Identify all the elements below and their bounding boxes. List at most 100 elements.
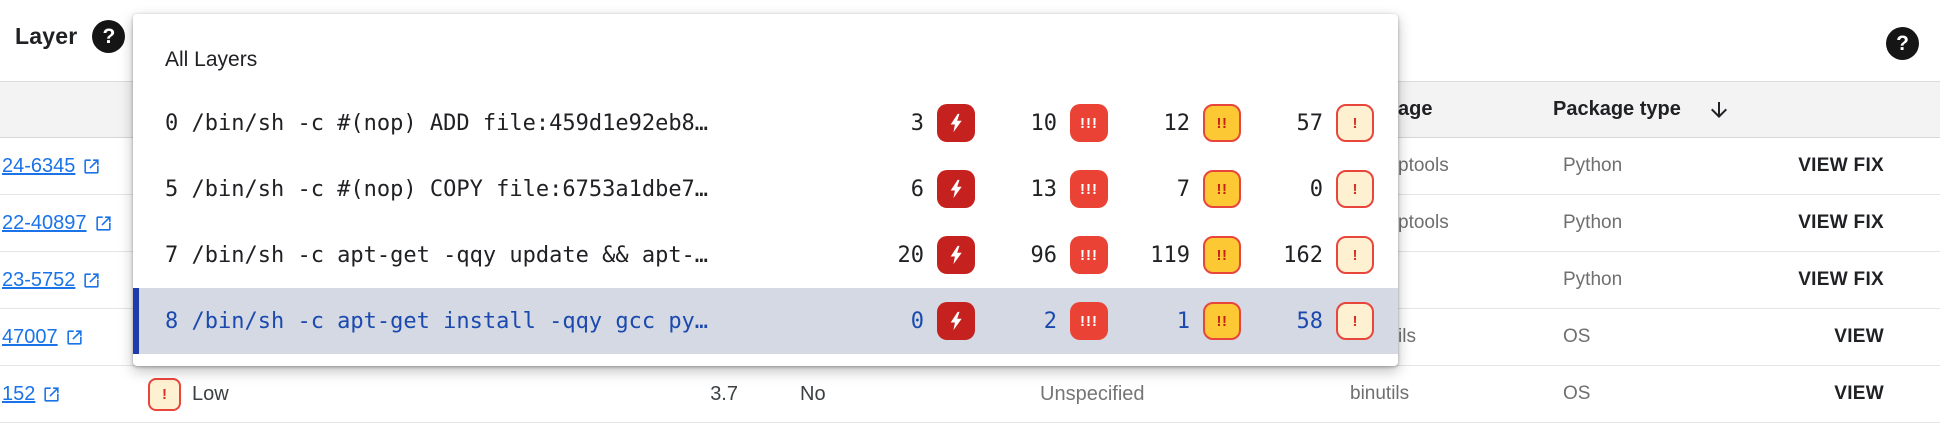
critical-count-group: 20	[862, 236, 975, 274]
low-severity-icon: !	[1336, 104, 1374, 142]
external-link-icon	[67, 329, 82, 345]
view-fix-button[interactable]: VIEW FIX	[1798, 212, 1884, 233]
layer-column-header: Layer ?	[15, 20, 126, 53]
external-link-icon	[84, 272, 100, 288]
cve-link[interactable]: 22-40897	[2, 195, 113, 251]
critical-count-group: 6	[862, 170, 975, 208]
severity-label: Low	[192, 382, 229, 405]
view-fix-button[interactable]: VIEW FIX	[1798, 155, 1884, 176]
layer-label: Layer	[15, 23, 78, 49]
critical-count: 20	[897, 242, 925, 268]
high-severity-icon: !!!	[1070, 170, 1108, 208]
external-link-icon	[84, 158, 100, 174]
high-count: 13	[1030, 176, 1058, 202]
package-column-header[interactable]: age	[1398, 98, 1433, 120]
layer-dropdown-menu: All Layers 0 /bin/sh -c #(nop) ADD file:…	[133, 14, 1398, 366]
high-count-group: 10 !!!	[995, 104, 1108, 142]
cve-link-label: 47007	[2, 325, 58, 348]
critical-count-group: 0	[862, 302, 975, 340]
medium-severity-icon: !!	[1203, 170, 1241, 208]
sort-down-icon[interactable]	[1707, 98, 1731, 122]
medium-count: 7	[1176, 176, 1190, 202]
low-count-group: 0 !	[1261, 170, 1374, 208]
package-type-cell: Python	[1563, 269, 1623, 290]
low-count: 58	[1296, 308, 1324, 334]
low-severity-icon: !	[1336, 236, 1374, 274]
package-type-cell: OS	[1563, 383, 1591, 404]
layer-option-2[interactable]: 7 /bin/sh -c apt-get -qqy update && apt-…	[133, 222, 1398, 288]
medium-count-group: 1 !!	[1128, 302, 1241, 340]
medium-severity-icon: !!	[1203, 302, 1241, 340]
layer-option-0[interactable]: 0 /bin/sh -c #(nop) ADD file:459d1e92eb8…	[133, 90, 1398, 156]
package-cell: binutils	[1350, 383, 1410, 404]
critical-count: 0	[910, 308, 924, 334]
layer-command: 8 /bin/sh -c apt-get install -qqy gcc py…	[165, 308, 709, 334]
medium-severity-icon: !!	[1203, 236, 1241, 274]
view-button[interactable]: VIEW	[1834, 383, 1884, 404]
high-severity-icon: !!!	[1070, 236, 1108, 274]
package-type-cell: Python	[1563, 212, 1623, 233]
low-severity-icon: !	[1336, 170, 1374, 208]
medium-count: 119	[1150, 242, 1190, 268]
low-count-group: 57 !	[1261, 104, 1374, 142]
table-row: 152 ! Low 3.7 No Unspecified binutils OS…	[0, 366, 1940, 423]
package-cell: ptools	[1398, 155, 1449, 176]
medium-count-group: 7 !!	[1128, 170, 1241, 208]
medium-count: 12	[1163, 110, 1191, 136]
high-count-group: 2 !!!	[995, 302, 1108, 340]
medium-count-group: 12 !!	[1128, 104, 1241, 142]
cve-link[interactable]: 47007	[2, 309, 84, 365]
external-link-icon	[95, 215, 111, 231]
layer-option-3-selected[interactable]: 8 /bin/sh -c apt-get install -qqy gcc py…	[133, 288, 1398, 354]
cve-link-label: 152	[2, 382, 36, 405]
cvss-score-cell: 3.7	[710, 382, 738, 405]
cve-link-label: 22-40897	[2, 211, 87, 234]
cve-link[interactable]: 24-6345	[2, 138, 101, 194]
low-count-group: 58 !	[1261, 302, 1374, 340]
all-layers-option[interactable]: All Layers	[165, 48, 258, 71]
package-type-cell: OS	[1563, 326, 1591, 347]
package-type-column-header[interactable]: Package type	[1553, 82, 1731, 137]
help-icon-right[interactable]: ?	[1886, 27, 1919, 60]
layer-command: 0 /bin/sh -c #(nop) ADD file:459d1e92eb8…	[165, 110, 709, 136]
medium-count-group: 119 !!	[1128, 236, 1241, 274]
low-count-group: 162 !	[1261, 236, 1374, 274]
severity-cell: ! Low	[148, 366, 229, 422]
cve-link[interactable]: 152	[2, 366, 61, 422]
medium-severity-icon: !!	[1203, 104, 1241, 142]
low-count: 57	[1296, 110, 1324, 136]
medium-count: 1	[1176, 308, 1190, 334]
package-type-cell: Python	[1563, 155, 1623, 176]
low-severity-icon: !	[148, 377, 181, 411]
cve-link-label: 24-6345	[2, 154, 76, 177]
external-link-icon	[44, 386, 59, 402]
package-cell: ils	[1398, 326, 1416, 347]
critical-count: 6	[910, 176, 924, 202]
view-button[interactable]: VIEW	[1834, 326, 1884, 347]
high-count: 2	[1043, 308, 1057, 334]
layer-option-1[interactable]: 5 /bin/sh -c #(nop) COPY file:6753a1dbe7…	[133, 156, 1398, 222]
high-count: 10	[1030, 110, 1058, 136]
help-icon[interactable]: ?	[92, 20, 126, 53]
cve-link-label: 23-5752	[2, 268, 76, 291]
vector-cell: Unspecified	[1040, 382, 1145, 405]
layer-command: 5 /bin/sh -c #(nop) COPY file:6753a1dbe7…	[165, 176, 709, 202]
critical-bolt-icon	[937, 236, 975, 274]
fix-available-cell: No	[800, 382, 826, 405]
high-severity-icon: !!!	[1070, 104, 1108, 142]
high-count-group: 13 !!!	[995, 170, 1108, 208]
view-fix-button[interactable]: VIEW FIX	[1798, 269, 1884, 290]
cve-link[interactable]: 23-5752	[2, 252, 101, 308]
low-count: 0	[1309, 176, 1323, 202]
high-count: 96	[1030, 242, 1058, 268]
package-cell: ptools	[1398, 212, 1449, 233]
high-count-group: 96 !!!	[995, 236, 1108, 274]
low-count: 162	[1283, 242, 1323, 268]
package-type-label: Package type	[1553, 98, 1681, 120]
critical-bolt-icon	[937, 104, 975, 142]
critical-bolt-icon	[937, 170, 975, 208]
low-severity-icon: !	[1336, 302, 1374, 340]
layer-command: 7 /bin/sh -c apt-get -qqy update && apt-…	[165, 242, 709, 268]
critical-bolt-icon	[937, 302, 975, 340]
critical-count-group: 3	[862, 104, 975, 142]
